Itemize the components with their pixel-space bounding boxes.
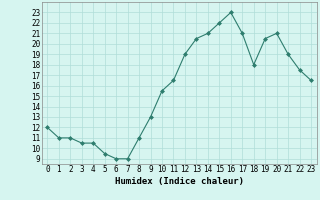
X-axis label: Humidex (Indice chaleur): Humidex (Indice chaleur)	[115, 177, 244, 186]
